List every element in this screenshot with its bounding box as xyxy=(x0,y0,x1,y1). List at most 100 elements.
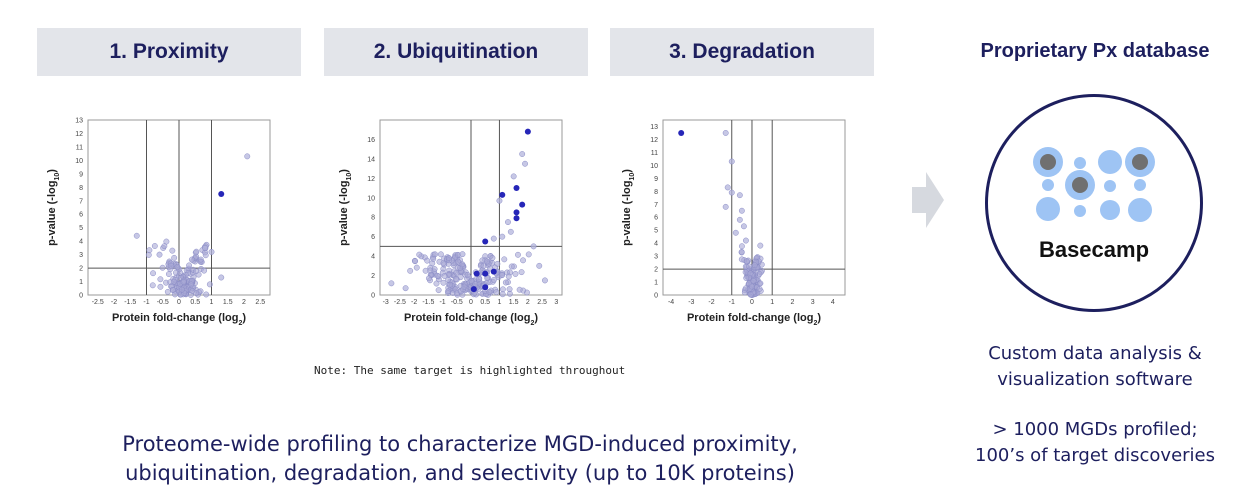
c1-outlier-point xyxy=(244,153,251,160)
c3-x-axis-subscript: 2 xyxy=(813,320,817,327)
c2-x-tick-label: -3 xyxy=(383,299,389,306)
c2-data-point xyxy=(493,289,500,295)
database-description: Custom data analysis & visualization sof… xyxy=(945,341,1245,393)
c2-data-point xyxy=(427,267,434,274)
c3-data-point xyxy=(756,285,763,292)
c1-data-point xyxy=(201,267,208,274)
description-line: Custom data analysis & xyxy=(988,343,1202,364)
c3-outlier-point xyxy=(722,203,729,210)
c3-y-axis-label: p-value (-log10) xyxy=(621,169,636,246)
c2-x-tick-label: -1.5 xyxy=(422,299,434,306)
c2-data-point xyxy=(486,288,493,295)
c2-data-point xyxy=(501,256,508,263)
description-line: visualization software xyxy=(997,369,1193,390)
database-title: Proprietary Px database xyxy=(980,40,1210,62)
c2-y-tick-label: 4 xyxy=(371,254,375,261)
c2-x-tick-label: 0 xyxy=(469,299,473,306)
c1-data-point xyxy=(203,291,210,298)
c2-data-point xyxy=(416,251,423,258)
c1-x-axis-label: Protein fold-change (log2) xyxy=(112,312,246,327)
c2-data-point xyxy=(413,264,420,271)
c1-data-point xyxy=(180,278,187,285)
note-text: Note: The same target is highlighted thr… xyxy=(314,364,626,377)
c2-data-point xyxy=(446,255,452,262)
c2-highlighted-target-point xyxy=(499,191,506,198)
c1-y-tick-label: 5 xyxy=(79,225,83,232)
c1-x-tick-label: -1.5 xyxy=(124,299,136,306)
c1-y-tick-label: 10 xyxy=(75,158,83,165)
c1-y-axis-subscript: 10 xyxy=(54,173,61,181)
basecamp-logo-text: Basecamp xyxy=(1038,237,1150,262)
c1-data-point xyxy=(188,256,195,263)
c3-y-tick-label: 12 xyxy=(650,137,658,144)
c2-data-point xyxy=(407,267,414,274)
c2-data-point xyxy=(433,280,440,287)
c3-x-tick-label: 0 xyxy=(750,299,754,306)
c1-data-point xyxy=(149,282,156,289)
c2-x-tick-label: 1 xyxy=(497,299,501,306)
c3-outlier-point xyxy=(738,207,745,214)
c3-y-tick-label: 6 xyxy=(654,215,658,222)
basecamp-logo: Basecamp xyxy=(985,94,1203,312)
c3-data-point xyxy=(743,275,750,281)
c2-data-point xyxy=(472,280,479,287)
c3-y-tick-label: 13 xyxy=(650,124,658,131)
c1-highlighted-target-point xyxy=(218,191,225,198)
c1-x-tick-label: 2.5 xyxy=(255,299,265,306)
c3-data-point xyxy=(757,242,764,249)
c2-data-point xyxy=(435,287,442,294)
c3-outlier-point xyxy=(740,223,747,230)
database-stats: > 1000 MGDs profiled; 100’s of target di… xyxy=(945,417,1245,469)
c2-x-tick-label: 2.5 xyxy=(537,299,547,306)
c1-data-point xyxy=(159,264,166,271)
c1-y-tick-label: 0 xyxy=(79,293,83,300)
c2-data-point xyxy=(452,276,459,282)
c1-data-point xyxy=(151,243,158,249)
c3-x-tick-label: 1 xyxy=(770,299,774,306)
c3-x-tick-label: 2 xyxy=(790,299,794,306)
c2-highlighted-target-point xyxy=(524,128,531,135)
c2-data-point xyxy=(424,257,431,264)
c1-x-tick-label: 1.5 xyxy=(223,299,233,306)
c3-data-point xyxy=(748,283,755,290)
c2-data-point xyxy=(461,283,468,290)
c1-data-point xyxy=(188,281,195,288)
summary-line: Proteome-wide profiling to characterize … xyxy=(122,432,798,456)
c1-y-tick-label: 11 xyxy=(76,144,83,151)
c2-y-tick-label: 2 xyxy=(371,273,375,280)
c3-outlier-point xyxy=(728,189,735,196)
c2-x-axis-subscript: 2 xyxy=(530,320,534,327)
c2-data-point xyxy=(459,261,466,268)
c2-highlighted-target-point xyxy=(490,268,497,275)
c2-data-point xyxy=(425,275,432,282)
c2-data-point xyxy=(484,258,491,265)
c3-y-tick-label: 2 xyxy=(654,267,658,274)
c2-data-point xyxy=(508,263,515,270)
c1-outlier-point xyxy=(202,244,208,251)
c3-y-axis-subscript: 10 xyxy=(629,173,636,181)
c3-y-tick-label: 5 xyxy=(654,228,658,235)
c2-y-tick-label: 8 xyxy=(371,215,375,222)
step-header-ubiquitination: 2. Ubiquitination xyxy=(324,28,588,76)
c1-data-point xyxy=(168,262,175,269)
c1-data-point xyxy=(193,248,200,255)
c2-data-point xyxy=(518,269,525,276)
c1-data-point xyxy=(146,247,153,254)
c1-outlier-point xyxy=(208,248,215,255)
c1-y-tick-label: 6 xyxy=(79,212,83,219)
c2-outlier-point xyxy=(530,243,537,250)
c3-x-tick-label: -3 xyxy=(688,299,694,306)
c2-outlier-point xyxy=(519,151,526,157)
c2-data-point xyxy=(512,270,519,277)
c1-y-axis-label: p-value (-log10) xyxy=(46,169,61,246)
c1-data-point xyxy=(178,286,185,293)
c2-data-point xyxy=(434,272,441,279)
c2-data-point xyxy=(441,273,448,279)
c2-y-axis-subscript: 10 xyxy=(346,173,353,181)
c2-outlier-point xyxy=(536,262,543,269)
step-header-proximity: 1. Proximity xyxy=(37,28,301,76)
c1-data-point xyxy=(193,268,199,275)
c2-data-point xyxy=(516,286,523,293)
c3-x-tick-label: -4 xyxy=(668,299,674,306)
c1-x-tick-label: 2 xyxy=(242,299,246,306)
